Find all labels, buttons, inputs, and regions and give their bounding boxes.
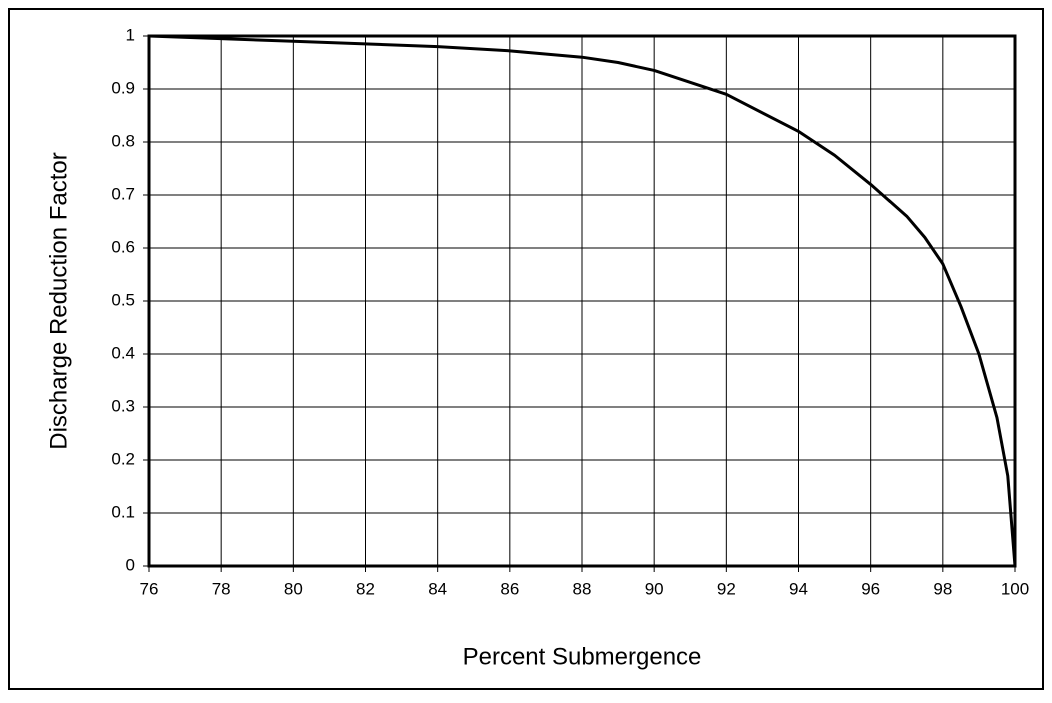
y-tick-label: 0.8: [111, 131, 135, 150]
y-tick-label: 0.6: [111, 237, 135, 256]
x-tick-label: 94: [789, 579, 808, 598]
y-tick-label: 0.5: [111, 290, 135, 309]
x-tick-label: 86: [500, 579, 519, 598]
y-tick-label: 0: [126, 555, 135, 574]
data-line: [148, 34, 1017, 567]
y-tick-label: 0.1: [111, 502, 135, 521]
x-tick-label: 90: [645, 579, 664, 598]
plot-area: [147, 34, 1017, 568]
x-tick-label: 78: [212, 579, 231, 598]
x-tick-label: 80: [284, 579, 303, 598]
x-tick-label: 84: [428, 579, 447, 598]
x-tick-label: 96: [861, 579, 880, 598]
x-tick-label: 82: [356, 579, 375, 598]
y-axis-title: Discharge Reduction Factor: [45, 152, 72, 449]
x-tick-label: 98: [933, 579, 952, 598]
x-axis-title: Percent Submergence: [463, 643, 702, 670]
x-tick-label: 76: [140, 579, 159, 598]
x-tick-label: 100: [1001, 579, 1029, 598]
y-tick-label: 1: [126, 25, 135, 44]
x-tick-label: 88: [573, 579, 592, 598]
x-tick-label: 92: [717, 579, 736, 598]
y-tick-label: 0.3: [111, 396, 135, 415]
y-tick-label: 0.9: [111, 78, 135, 97]
y-tick-label: 0.4: [111, 343, 135, 362]
y-tick-label: 0.7: [111, 184, 135, 203]
chart-frame: [8, 8, 1044, 690]
y-tick-label: 0.2: [111, 449, 135, 468]
